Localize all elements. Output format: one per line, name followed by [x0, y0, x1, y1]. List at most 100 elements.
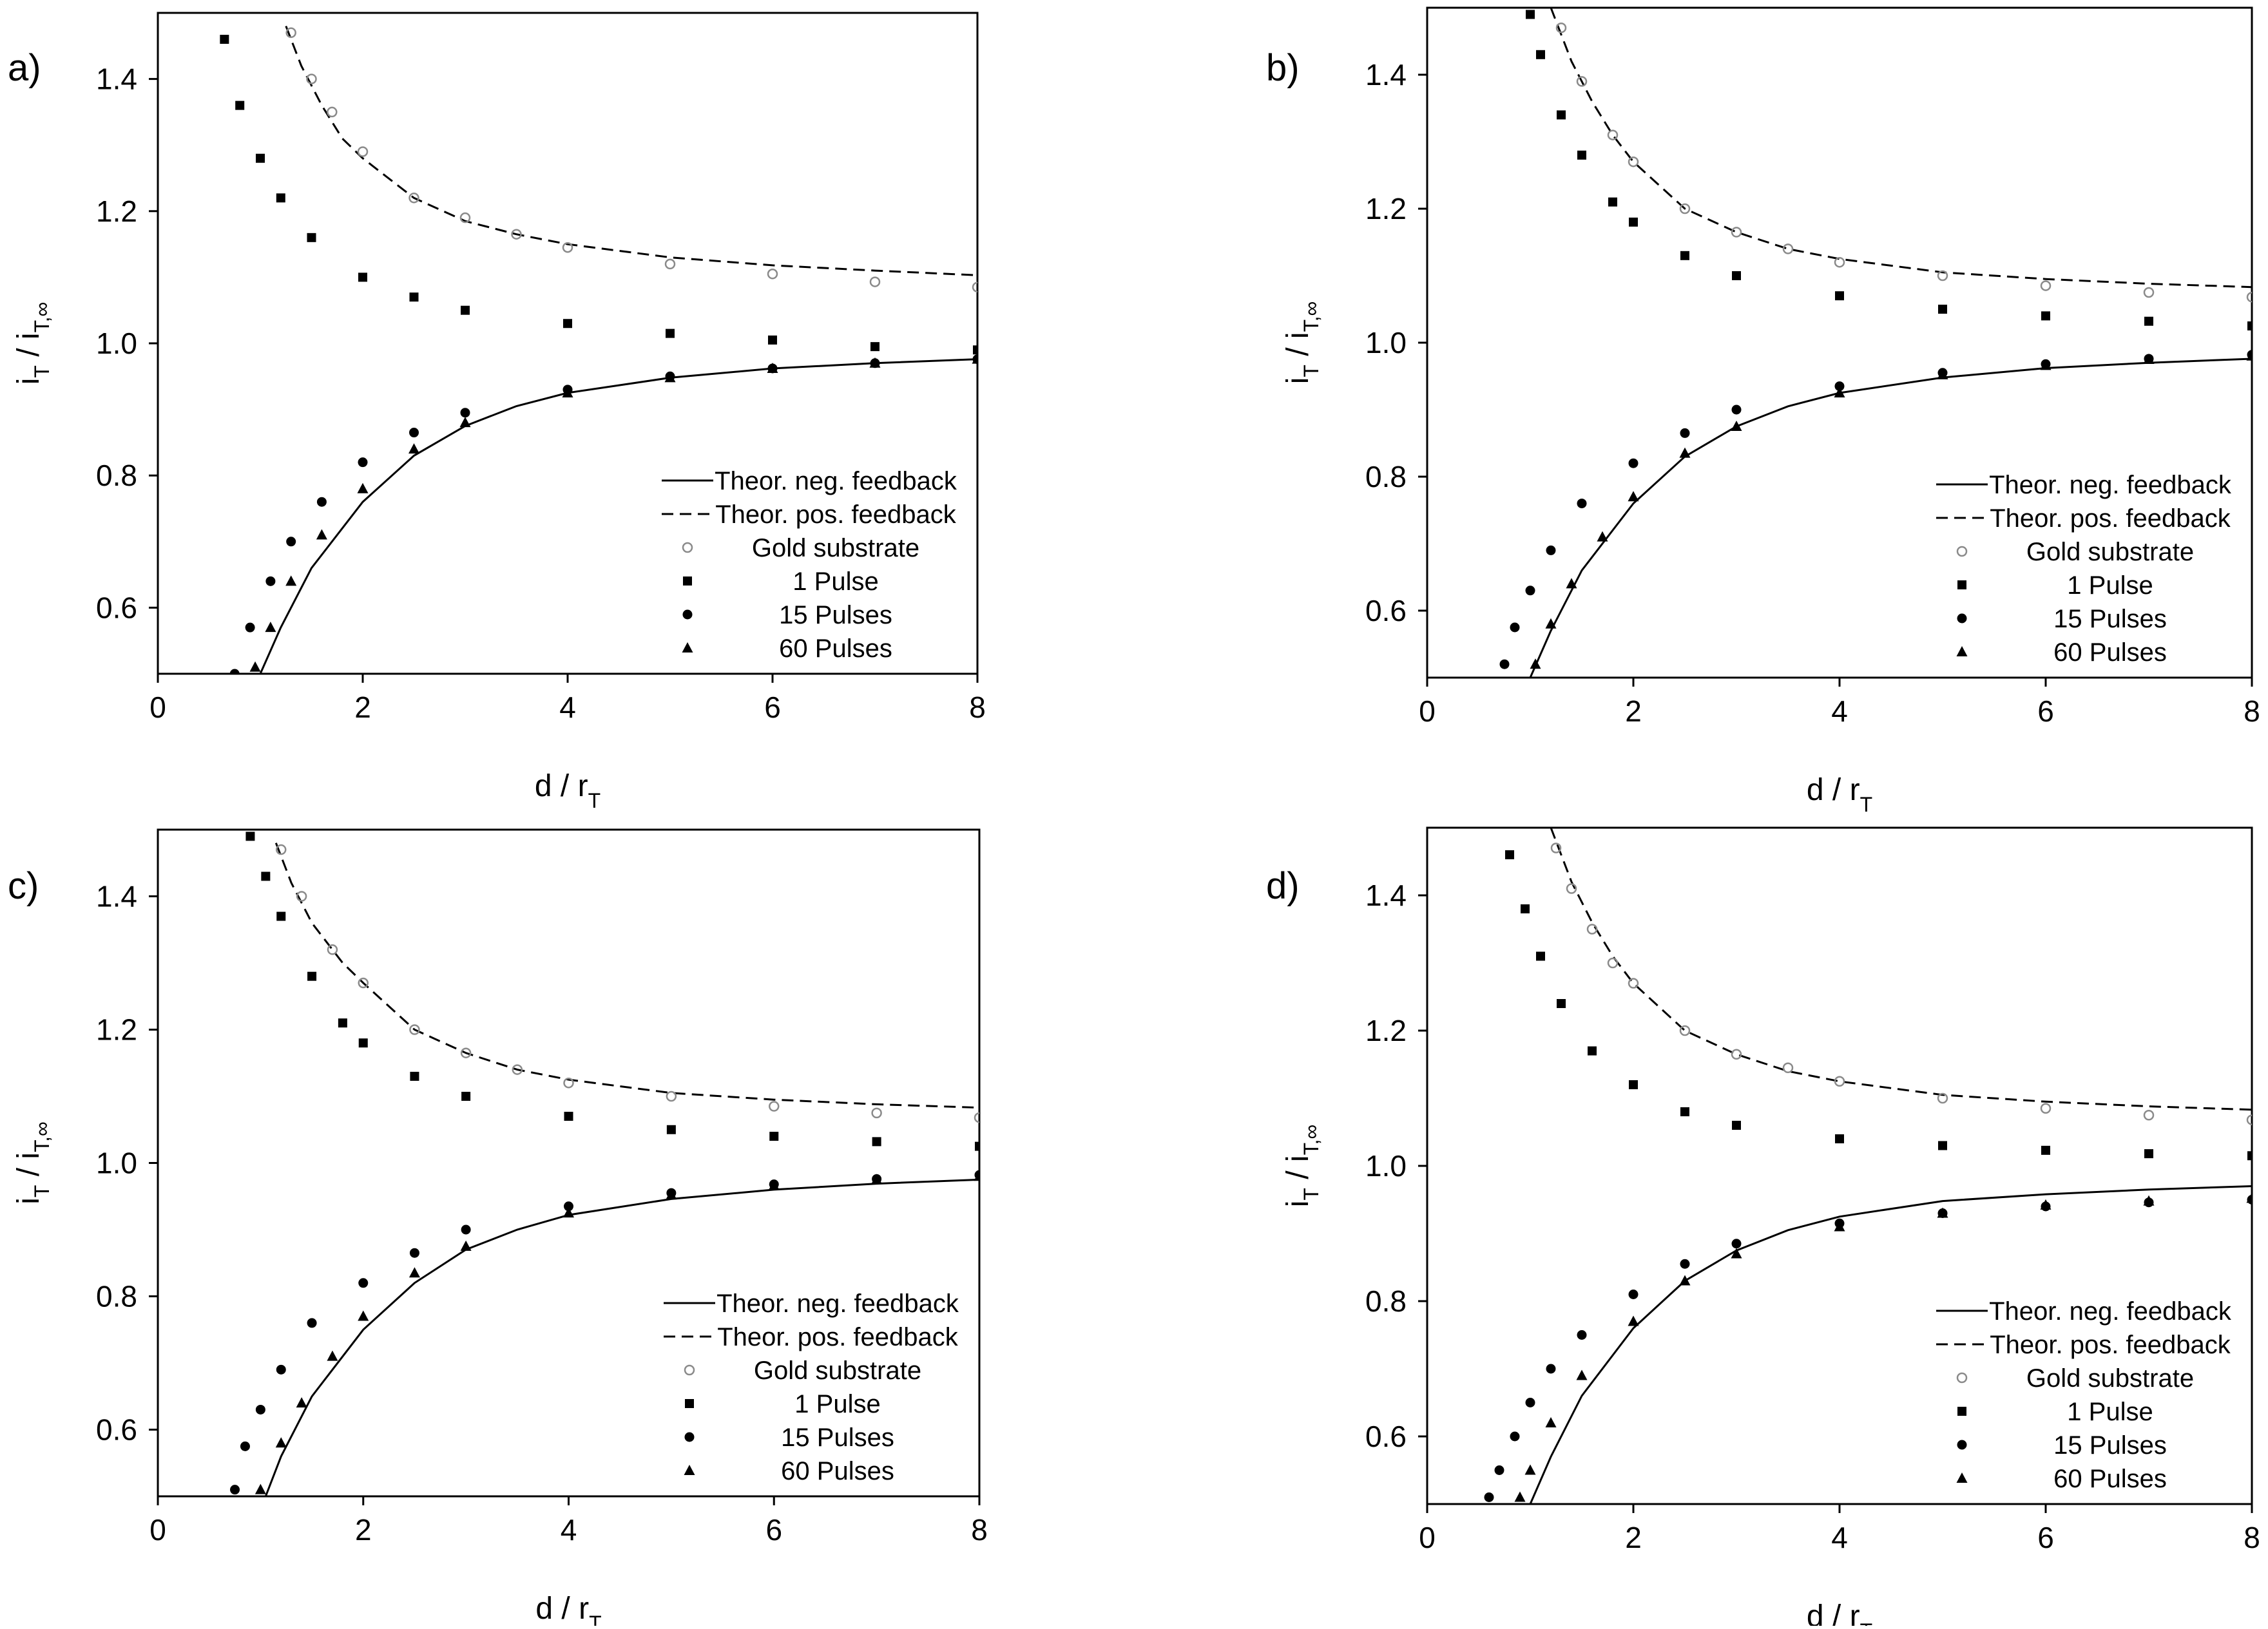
- data-point: [511, 229, 522, 240]
- data-point: [240, 1441, 250, 1451]
- data-point: [2247, 1151, 2252, 1161]
- y-tick-label: 1.2: [96, 1013, 137, 1047]
- data-point: [275, 1437, 287, 1448]
- data-point: [869, 357, 881, 368]
- y-tick-label: 1.4: [1365, 879, 1407, 912]
- legend-label: Theor. neg. feedback: [1989, 1297, 2232, 1326]
- data-point: [358, 1310, 369, 1321]
- x-tick-label: 8: [969, 691, 986, 724]
- data-point: [410, 1071, 419, 1081]
- y-label-sub2: T,∞: [30, 1121, 53, 1152]
- y-tick-label: 1.0: [96, 327, 137, 360]
- data-point: [357, 482, 369, 493]
- x-axis-label-sub: T: [588, 789, 601, 812]
- data-point: [2143, 354, 2155, 364]
- data-point: [409, 292, 419, 302]
- y-label-slash: / i: [1281, 332, 1315, 365]
- data-point: [296, 1397, 307, 1408]
- y-tick-label: 1.4: [1365, 58, 1407, 91]
- data-point: [1731, 227, 1742, 238]
- data-point: [1731, 1239, 1742, 1249]
- data-point: [460, 1240, 472, 1251]
- data-point: [327, 944, 338, 955]
- data-point: [358, 457, 368, 468]
- legend-label: Gold substrate: [2026, 1364, 2194, 1393]
- data-point: [459, 212, 471, 224]
- data-point: [1566, 578, 1577, 589]
- data-point: [769, 1101, 780, 1112]
- legend-label: 15 Pulses: [2053, 605, 2167, 633]
- data-point: [1835, 1134, 1844, 1143]
- data-point: [973, 345, 977, 355]
- data-point: [1597, 531, 1608, 542]
- data-point: [1546, 1364, 1556, 1374]
- data-point: [1526, 10, 1535, 19]
- data-point: [869, 276, 881, 287]
- legend-symbol-marker: [1956, 1472, 1968, 1483]
- data-point: [2246, 350, 2252, 361]
- series-neg-feedback-line: [1529, 1185, 2252, 1504]
- data-point: [2040, 359, 2052, 370]
- panel-label: d): [1266, 865, 1300, 907]
- x-tick-label: 2: [1625, 1521, 1642, 1554]
- y-label-i: i: [12, 1197, 46, 1205]
- data-point: [409, 1248, 419, 1258]
- y-label-sub1: T: [30, 1185, 53, 1198]
- x-axis-label-sub: T: [1860, 793, 1873, 816]
- data-point: [255, 1404, 265, 1415]
- x-axis-label: d / rT: [1807, 1599, 1872, 1626]
- x-tick-label: 4: [559, 691, 576, 724]
- data-point: [769, 1132, 779, 1141]
- legend-symbol-marker: [1956, 546, 1968, 557]
- data-point: [1938, 305, 1947, 314]
- data-point: [461, 1092, 471, 1101]
- data-point: [1536, 50, 1545, 59]
- data-point: [2040, 1103, 2052, 1114]
- series-pos-feedback-line: [1550, 828, 2252, 1111]
- data-point: [1514, 1491, 1526, 1502]
- data-point: [220, 35, 229, 44]
- data-point: [666, 1125, 676, 1134]
- data-point: [1782, 1062, 1794, 1073]
- legend-symbol-marker: [685, 1399, 694, 1408]
- y-label-i: i: [12, 378, 46, 385]
- data-point: [768, 1179, 780, 1190]
- y-axis-label: iT / iT,∞: [1281, 301, 1323, 385]
- y-tick-label: 1.0: [96, 1147, 137, 1180]
- data-point: [1937, 1092, 1948, 1104]
- data-point: [307, 1318, 317, 1328]
- legend-label: Theor. neg. feedback: [715, 467, 957, 495]
- y-label-sub1: T: [30, 365, 53, 378]
- data-point: [1545, 618, 1557, 629]
- x-axis-label: d / rT: [1807, 773, 1872, 816]
- data-point: [265, 576, 276, 586]
- legend-label: Theor. pos. feedback: [717, 1323, 959, 1351]
- data-point: [1499, 659, 1510, 669]
- legend-symbol-marker: [1957, 580, 1966, 589]
- x-tick-label: 8: [2244, 1521, 2260, 1554]
- data-point: [1835, 291, 1844, 301]
- data-point: [276, 1364, 286, 1375]
- data-point: [1566, 883, 1577, 894]
- y-tick-label: 0.8: [96, 459, 137, 492]
- y-label-sub2: T,∞: [1300, 1125, 1323, 1156]
- data-point: [1525, 586, 1535, 596]
- data-point: [261, 872, 271, 881]
- y-tick-label: 1.2: [1365, 1014, 1407, 1047]
- data-point: [1586, 924, 1598, 935]
- x-axis-label: d / rT: [535, 769, 601, 812]
- x-tick-label: 2: [355, 1513, 372, 1547]
- data-point: [972, 353, 977, 364]
- y-label-sub1: T: [1300, 1188, 1323, 1201]
- data-point: [1555, 22, 1567, 33]
- data-point: [1607, 129, 1619, 140]
- data-point: [249, 661, 261, 672]
- data-point: [767, 362, 778, 373]
- series-pos-feedback-line: [1550, 8, 2252, 289]
- data-point: [872, 1137, 881, 1147]
- data-point: [1680, 428, 1690, 438]
- x-tick-label: 8: [2244, 694, 2260, 728]
